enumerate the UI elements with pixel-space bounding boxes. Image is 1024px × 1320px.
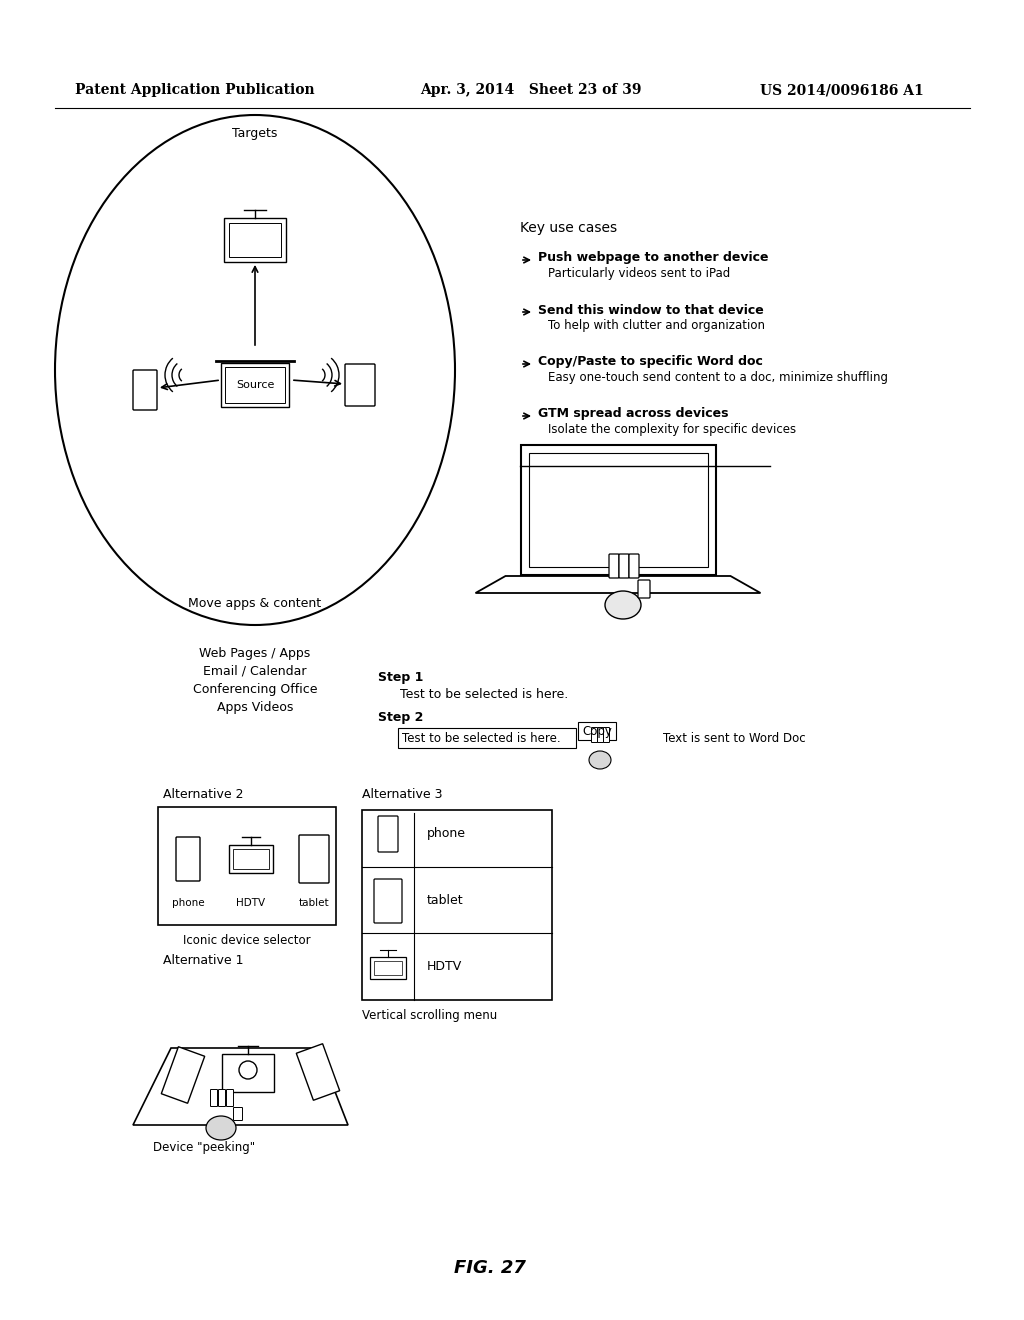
FancyBboxPatch shape bbox=[176, 837, 200, 880]
Text: Web Pages / Apps: Web Pages / Apps bbox=[200, 647, 310, 660]
FancyBboxPatch shape bbox=[370, 957, 406, 979]
Text: Vertical scrolling menu: Vertical scrolling menu bbox=[362, 1008, 498, 1022]
Text: tablet: tablet bbox=[427, 894, 464, 907]
Text: Isolate the complexity for specific devices: Isolate the complexity for specific devi… bbox=[548, 424, 796, 437]
FancyBboxPatch shape bbox=[158, 807, 336, 925]
Text: Move apps & content: Move apps & content bbox=[188, 597, 322, 610]
FancyBboxPatch shape bbox=[133, 370, 157, 411]
Text: Iconic device selector: Iconic device selector bbox=[183, 933, 311, 946]
Text: To help with clutter and organization: To help with clutter and organization bbox=[548, 319, 765, 333]
FancyBboxPatch shape bbox=[638, 579, 650, 598]
Ellipse shape bbox=[206, 1115, 236, 1140]
FancyBboxPatch shape bbox=[528, 453, 708, 568]
Text: tablet: tablet bbox=[299, 898, 330, 908]
FancyBboxPatch shape bbox=[225, 367, 285, 403]
Text: Device "peeking": Device "peeking" bbox=[153, 1142, 255, 1155]
FancyBboxPatch shape bbox=[211, 1089, 217, 1106]
FancyBboxPatch shape bbox=[226, 1089, 233, 1106]
Text: Apr. 3, 2014   Sheet 23 of 39: Apr. 3, 2014 Sheet 23 of 39 bbox=[420, 83, 641, 96]
FancyBboxPatch shape bbox=[592, 727, 597, 742]
Text: Targets: Targets bbox=[232, 127, 278, 140]
Text: Conferencing Office: Conferencing Office bbox=[193, 682, 317, 696]
FancyBboxPatch shape bbox=[229, 845, 273, 873]
Text: Source: Source bbox=[236, 380, 274, 389]
Text: Alternative 3: Alternative 3 bbox=[362, 788, 442, 801]
FancyBboxPatch shape bbox=[345, 364, 375, 407]
FancyBboxPatch shape bbox=[398, 729, 575, 748]
FancyBboxPatch shape bbox=[629, 554, 639, 578]
FancyBboxPatch shape bbox=[609, 554, 618, 578]
FancyBboxPatch shape bbox=[229, 223, 281, 257]
Text: Alternative 1: Alternative 1 bbox=[163, 953, 244, 966]
FancyBboxPatch shape bbox=[378, 816, 398, 851]
Text: Key use cases: Key use cases bbox=[520, 220, 617, 235]
Polygon shape bbox=[162, 1047, 205, 1104]
FancyBboxPatch shape bbox=[233, 1107, 243, 1121]
FancyBboxPatch shape bbox=[362, 810, 552, 1001]
FancyBboxPatch shape bbox=[224, 218, 286, 261]
FancyBboxPatch shape bbox=[597, 727, 603, 742]
Ellipse shape bbox=[589, 751, 611, 770]
Text: Patent Application Publication: Patent Application Publication bbox=[75, 83, 314, 96]
Text: Easy one-touch send content to a doc, minimize shuffling: Easy one-touch send content to a doc, mi… bbox=[548, 371, 888, 384]
Text: Send this window to that device: Send this window to that device bbox=[538, 304, 764, 317]
Text: Copy/Paste to specific Word doc: Copy/Paste to specific Word doc bbox=[538, 355, 763, 368]
Ellipse shape bbox=[605, 591, 641, 619]
Text: Copy: Copy bbox=[582, 726, 612, 738]
FancyBboxPatch shape bbox=[299, 836, 329, 883]
Text: phone: phone bbox=[172, 898, 205, 908]
Text: Apps Videos: Apps Videos bbox=[217, 701, 293, 714]
Polygon shape bbox=[475, 576, 761, 593]
Text: HDTV: HDTV bbox=[237, 898, 265, 908]
Polygon shape bbox=[133, 1048, 348, 1125]
Text: HDTV: HDTV bbox=[427, 961, 462, 974]
Polygon shape bbox=[296, 1044, 340, 1101]
FancyBboxPatch shape bbox=[603, 727, 609, 742]
Text: FIG. 27: FIG. 27 bbox=[454, 1259, 526, 1276]
Text: Test to be selected is here.: Test to be selected is here. bbox=[400, 689, 568, 701]
Text: phone: phone bbox=[427, 826, 466, 840]
FancyBboxPatch shape bbox=[222, 1053, 274, 1092]
Text: Alternative 2: Alternative 2 bbox=[163, 788, 244, 801]
Text: Text is sent to Word Doc: Text is sent to Word Doc bbox=[663, 733, 806, 746]
Text: Test to be selected is here.: Test to be selected is here. bbox=[402, 733, 560, 746]
Text: US 2014/0096186 A1: US 2014/0096186 A1 bbox=[760, 83, 924, 96]
FancyBboxPatch shape bbox=[618, 554, 629, 578]
FancyBboxPatch shape bbox=[374, 961, 402, 975]
Text: Step 1: Step 1 bbox=[378, 672, 423, 685]
Text: Email / Calendar: Email / Calendar bbox=[203, 664, 307, 677]
FancyBboxPatch shape bbox=[221, 363, 289, 407]
FancyBboxPatch shape bbox=[578, 722, 616, 741]
Text: GTM spread across devices: GTM spread across devices bbox=[538, 408, 728, 421]
Text: Step 2: Step 2 bbox=[378, 711, 423, 725]
FancyBboxPatch shape bbox=[233, 849, 269, 869]
FancyBboxPatch shape bbox=[218, 1089, 225, 1106]
FancyBboxPatch shape bbox=[374, 879, 402, 923]
Text: Particularly videos sent to iPad: Particularly videos sent to iPad bbox=[548, 268, 730, 281]
FancyBboxPatch shape bbox=[520, 445, 716, 576]
Text: Push webpage to another device: Push webpage to another device bbox=[538, 252, 768, 264]
